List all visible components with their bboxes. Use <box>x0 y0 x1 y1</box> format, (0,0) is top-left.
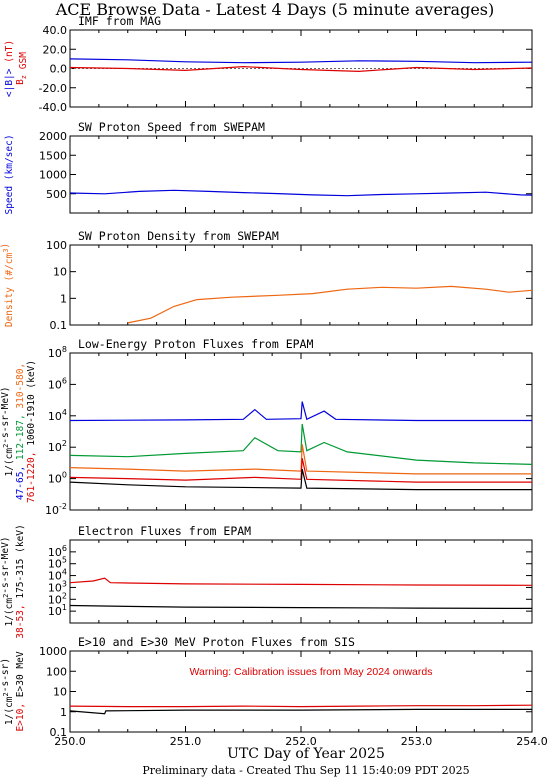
y-tick-label: 1500 <box>39 149 67 162</box>
panel-frame <box>69 539 533 624</box>
y-tick-label: 1 <box>60 292 67 305</box>
panel-2: SW Proton Speed from SWEPAM 500 1000 1500 20… <box>4 120 533 215</box>
panel-1: IMF from MAG -40.0 -20.0 0.0 20.0 40.0 <|B|> (… <box>4 14 533 114</box>
panel-5: Electron Fluxes from EPAM101102103104105… <box>0 524 533 639</box>
y-tick-label: 100 <box>48 471 67 486</box>
panel-title: SW Proton Density from SWEPAM <box>78 229 279 243</box>
series-line-1 <box>127 285 533 324</box>
y-tick-label: 1 <box>60 706 67 719</box>
panel-frame <box>69 135 533 214</box>
panel-title: SW Proton Speed from SWEPAM <box>78 120 265 134</box>
y-tick-label: 10 <box>53 266 67 279</box>
y-tick-label: 10 <box>53 686 67 699</box>
panel-title: IMF from MAG <box>78 14 161 28</box>
y-tick-label: -20.0 <box>39 82 67 95</box>
y-tick-label: -40.0 <box>39 101 67 114</box>
series-line-5 <box>69 468 532 491</box>
y-tick-label: 10-2 <box>45 502 67 517</box>
y-axis-label: Bz GSM <box>15 52 29 85</box>
footer-note: Preliminary data - Created Thu Sep 11 15… <box>142 764 469 777</box>
x-axis-label: UTC Day of Year 2025 <box>227 746 385 762</box>
y-tick-label: 1000 <box>39 645 67 658</box>
y-axis-label: <|B|> (nT) <box>4 40 15 97</box>
panel-frame <box>69 650 533 733</box>
y-axis-label: 38-53, 175-315 (keV) <box>15 524 26 638</box>
y-tick-label: 0.0 <box>50 63 68 76</box>
series-line-2 <box>69 604 533 610</box>
page-title: ACE Browse Data - Latest 4 Days (5 minut… <box>55 0 495 19</box>
y-axis-label: Speed (km/sec) <box>4 134 15 214</box>
panel-title: E>10 and E>30 MeV Proton Fluxes from SIS <box>78 635 355 649</box>
y-tick-label: 100 <box>46 665 67 678</box>
series-line-2 <box>69 65 533 73</box>
panel-3: SW Proton Density from SWEPAM 0.1 1 10 100 De… <box>0 229 533 332</box>
y-tick-label: 2000 <box>39 130 67 143</box>
y-axis-label: 761-1220, 1060-1910 (keV) <box>26 360 37 503</box>
panel-4: Low-Energy Proton Fluxes from EPAM 10-2 10… <box>0 337 533 517</box>
series-line-1 <box>69 401 532 422</box>
y-axis-label: 47-65, 112-187, 310-580, <box>15 363 26 500</box>
y-tick-label: 0.1 <box>50 726 68 739</box>
series-line-1 <box>69 189 533 197</box>
y-axis-label: E>10, E>30 MeV <box>15 651 26 731</box>
y-axis-label: Density (#/cm3) <box>0 243 15 327</box>
panel-title: Electron Fluxes from EPAM <box>78 524 251 538</box>
y-tick-label: 0.1 <box>50 319 68 332</box>
panel-frame <box>69 244 533 326</box>
x-tick-label: 254.0 <box>516 735 548 748</box>
series-line-1 <box>69 577 533 586</box>
y-axis-label: 1/(cm2-s-sr-MeV) <box>0 386 15 476</box>
y-axis-label: 1/(cm2-s-sr) <box>0 658 15 725</box>
y-axis-label: 1/(cm2-s-sr-MeV) <box>0 536 15 626</box>
y-tick-label: 104 <box>48 408 67 423</box>
y-tick-label: 100 <box>46 239 67 252</box>
y-tick-label: 40.0 <box>43 24 68 37</box>
x-tick-label: 252.0 <box>285 735 317 748</box>
x-tick-label: 250.0 <box>54 735 86 748</box>
series-line-1 <box>69 704 533 708</box>
y-tick-label: 20.0 <box>43 43 68 56</box>
x-tick-label: 253.0 <box>401 735 433 748</box>
panel-6: E>10 and E>30 MeV Proton Fluxes from SIS… <box>0 635 548 748</box>
warning-annotation: Warning: Calibration issues from May 202… <box>190 666 433 678</box>
series-line-1 <box>69 58 533 64</box>
y-tick-label: 108 <box>48 345 67 360</box>
y-tick-label: 500 <box>46 188 67 201</box>
y-tick-label: 102 <box>48 439 67 454</box>
panel-title: Low-Energy Proton Fluxes from EPAM <box>78 337 313 351</box>
series-line-2 <box>69 423 533 465</box>
x-tick-label: 251.0 <box>170 735 202 748</box>
y-tick-label: 106 <box>48 376 67 391</box>
y-tick-label: 1000 <box>39 169 67 182</box>
series-line-2 <box>69 708 532 715</box>
